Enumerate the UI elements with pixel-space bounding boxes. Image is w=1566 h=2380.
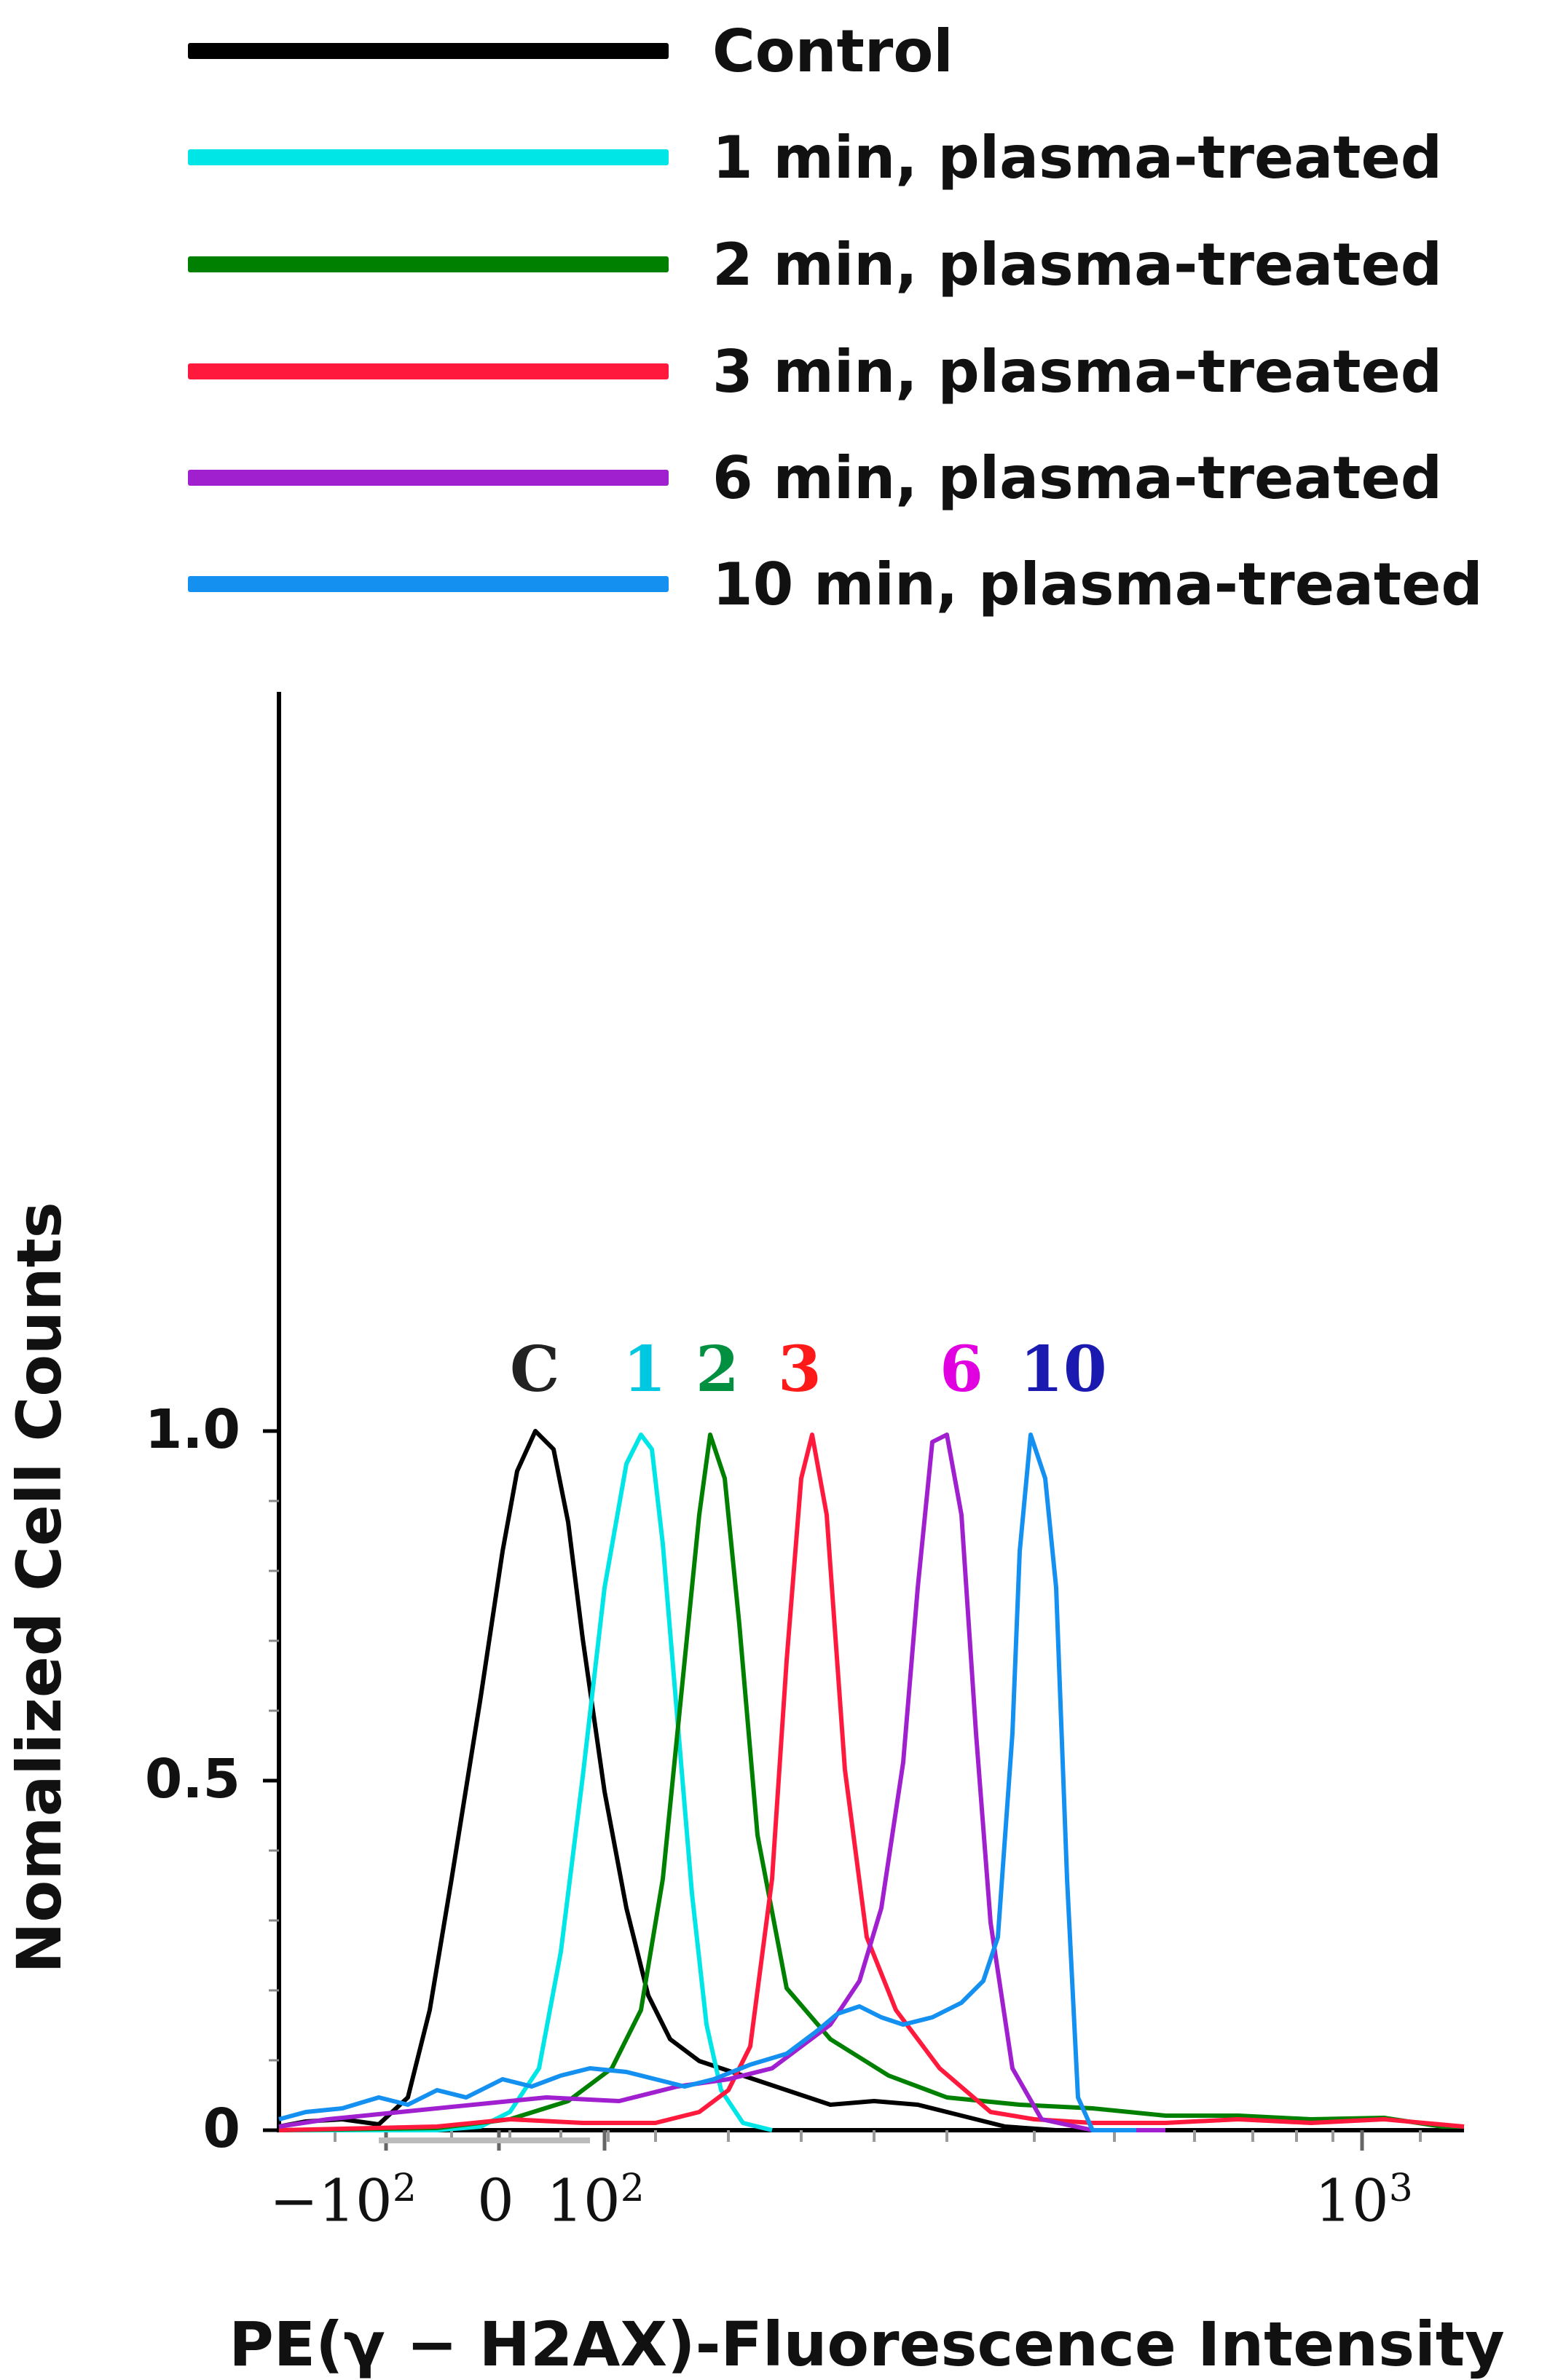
peak-label-2min: 2 xyxy=(696,1333,739,1406)
x-tick-label: 102 xyxy=(546,2167,645,2235)
2min-curve xyxy=(278,1433,1464,2132)
legend-label: 3 min, plasma-treated xyxy=(712,337,1443,406)
legend-label: 2 min, plasma-treated xyxy=(712,230,1443,299)
legend-item-6min: 6 min, plasma-treated xyxy=(188,444,1442,512)
legend: Control 1 min, plasma-treated 2 min, pla… xyxy=(0,0,1566,641)
1min-curve xyxy=(279,1433,773,2132)
peak-label-control: C xyxy=(510,1333,560,1406)
legend-item-1min: 1 min, plasma-treated xyxy=(188,124,1442,192)
plot-area xyxy=(263,692,1465,2151)
legend-label: 1 min, plasma-treated xyxy=(712,123,1443,192)
6min-curve xyxy=(278,1433,1165,2132)
peak-label-10min: 10 xyxy=(1020,1333,1107,1406)
y-tick-label: 0 xyxy=(202,2097,241,2160)
legend-swatch xyxy=(188,470,669,486)
legend-swatch xyxy=(188,43,669,59)
histogram-chart: Nomalized Cell Counts PE(γ − H2AX)-Fluor… xyxy=(0,641,1566,2380)
legend-swatch xyxy=(188,256,669,272)
control-curve xyxy=(278,1429,1057,2132)
peak-label-1min: 1 xyxy=(623,1333,666,1406)
x-tick-label: 103 xyxy=(1315,2167,1413,2235)
x-tick-label: −102 xyxy=(269,2167,417,2235)
y-axis-title: Nomalized Cell Counts xyxy=(4,1202,75,1974)
x-tick-label: 0 xyxy=(477,2167,514,2234)
3min-curve xyxy=(278,1433,1465,2132)
legend-swatch xyxy=(188,149,669,165)
legend-item-10min: 10 min, plasma-treated xyxy=(188,551,1483,618)
legend-item-control: Control xyxy=(188,17,953,85)
y-tick-label: 0.5 xyxy=(144,1748,240,1810)
peak-label-6min: 6 xyxy=(940,1333,983,1406)
10min-curve xyxy=(278,1433,1136,2132)
legend-label: Control xyxy=(712,17,953,85)
legend-label: 10 min, plasma-treated xyxy=(712,550,1483,618)
legend-label: 6 min, plasma-treated xyxy=(712,444,1443,512)
y-tick-label: 1.0 xyxy=(144,1398,240,1461)
legend-swatch xyxy=(188,363,669,379)
legend-item-3min: 3 min, plasma-treated xyxy=(188,338,1442,406)
legend-item-2min: 2 min, plasma-treated xyxy=(188,231,1442,299)
peak-label-3min: 3 xyxy=(778,1333,822,1406)
legend-swatch xyxy=(188,576,669,592)
x-axis-title: PE(γ − H2AX)-Fluorescence Intensity xyxy=(229,2309,1505,2380)
